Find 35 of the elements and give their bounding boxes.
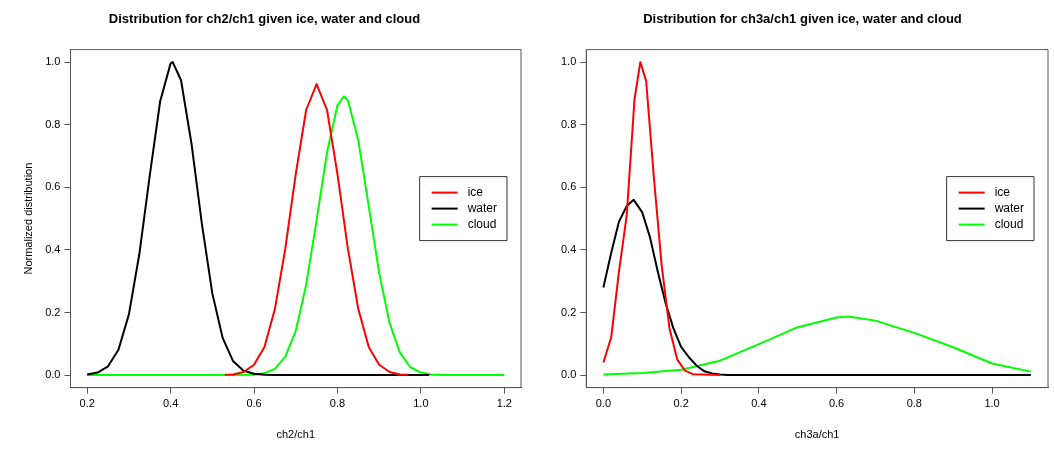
y-tick-label: 0.0	[560, 368, 577, 381]
y-tick-label: 0.2	[560, 305, 577, 318]
x-tick-label: 0.6	[246, 397, 262, 410]
x-tick-label: 1.2	[496, 397, 512, 410]
x-tick-label: 0.8	[906, 397, 922, 410]
x-tick-label: 1.0	[413, 397, 429, 410]
x-tick-label: 0.6	[828, 397, 845, 410]
y-tick-label: 0.2	[45, 305, 61, 318]
x-tick-label: 0.0	[595, 397, 612, 410]
legend-label: water	[466, 200, 497, 215]
y-tick-label: 0.4	[560, 242, 577, 255]
x-tick-label: 0.4	[162, 397, 179, 410]
y-tick-label: 0.0	[45, 368, 61, 381]
x-tick-label: 0.8	[329, 397, 346, 410]
chart-title: Distribution for ch2/ch1 given ice, water and cloud	[108, 11, 421, 27]
y-tick-label: 0.6	[45, 180, 61, 193]
chart-title: Distribution for ch3a/ch1 given ice, water and cloud	[643, 11, 962, 27]
legend-label: ice	[994, 184, 1011, 199]
y-tick-label: 0.6	[560, 180, 577, 193]
y-tick-label: 0.8	[45, 117, 61, 130]
y-axis-title: Normalized distribution	[21, 162, 34, 275]
legend-label: cloud	[467, 216, 497, 231]
legend-label: cloud	[994, 216, 1024, 231]
x-axis-title: ch2/ch1	[276, 428, 316, 441]
y-tick-label: 1.0	[560, 55, 577, 68]
x-tick-label: 0.2	[79, 397, 95, 410]
y-tick-label: 0.4	[45, 242, 61, 255]
x-tick-label: 1.0	[984, 397, 1000, 410]
x-axis-title: ch3a/ch1	[794, 428, 840, 441]
y-tick-label: 1.0	[45, 55, 61, 68]
x-tick-label: 0.2	[673, 397, 689, 410]
x-tick-label: 0.4	[751, 397, 767, 410]
y-tick-label: 0.8	[560, 117, 577, 130]
legend-label: water	[993, 200, 1024, 215]
legend-label: ice	[467, 184, 484, 199]
